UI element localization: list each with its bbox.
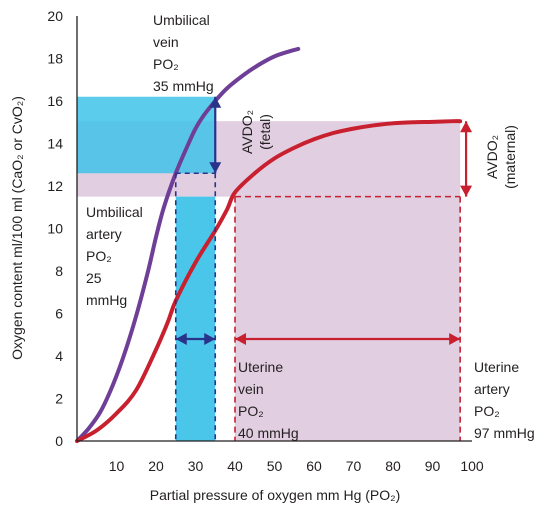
umbilical-artery-label-line: Umbilical (86, 204, 143, 220)
tick-labels: 0 2 4 6 8 10 12 14 16 18 20 10 20 30 40 50 60 70 80 90 100 (47, 8, 483, 474)
maternal-box (235, 196, 461, 441)
umbilical-artery-label-line: mmHg (86, 292, 127, 308)
x-tick-label: 20 (148, 458, 164, 474)
y-tick-label: 12 (47, 178, 63, 194)
fetal-po2-arrow-head-start (175, 333, 187, 345)
umbilical-vein-label-line: PO₂ (153, 56, 179, 72)
guide-lines (174, 172, 461, 441)
uterine-vein-label-line: vein (238, 381, 264, 397)
x-tick-label: 10 (109, 458, 125, 474)
avdo-fetal-arrow-head-start (209, 96, 222, 108)
annotation-labels: Umbilical vein PO₂ 35 mmHg Umbilical artery PO… (86, 12, 535, 441)
arrows (175, 96, 473, 345)
avdo-maternal-label: AVDO₂ (maternal) (484, 125, 518, 189)
avdo-fetal-arrow-head-end (209, 162, 222, 174)
x-tick-label: 60 (306, 458, 322, 474)
avdo-fetal-label-line: AVDO₂ (239, 110, 255, 154)
avdo-maternal-arrow-head-end (460, 185, 473, 197)
uterine-artery-label-line: Uterine (474, 359, 519, 375)
umbilical-vein-label-line: 35 mmHg (153, 78, 214, 94)
uterine-artery-label-line: artery (474, 381, 510, 397)
avdo-fetal-label: AVDO₂ (fetal) (239, 110, 273, 154)
x-tick-label: 100 (460, 458, 484, 474)
uterine-vein-label-line: 40 mmHg (238, 425, 299, 441)
umbilical-artery-label-line: PO₂ (86, 248, 112, 264)
x-tick-label: 30 (188, 458, 204, 474)
curves (75, 46, 463, 443)
y-tick-label: 14 (47, 136, 63, 152)
uterine-artery-label-line: 97 mmHg (474, 425, 535, 441)
x-tick-label: 80 (385, 458, 401, 474)
series-line-2 (75, 119, 463, 443)
y-tick-label: 20 (47, 8, 63, 24)
x-tick-label: 40 (227, 458, 243, 474)
series-line-1 (75, 46, 301, 443)
umbilical-artery-label-line: 25 (86, 270, 102, 286)
umbilical-artery-label-line: artery (86, 226, 122, 242)
avdo-fetal-label-line: (fetal) (257, 114, 273, 150)
x-axis-title: Partial pressure of oxygen mm Hg (PO₂) (150, 487, 401, 503)
x-tick-label: 50 (267, 458, 283, 474)
shaded-regions (77, 96, 461, 441)
y-tick-label: 4 (55, 348, 63, 364)
fetal-po2-arrow-head-end (204, 333, 216, 345)
y-tick-label: 8 (55, 263, 63, 279)
axes (76, 16, 472, 442)
y-tick-label: 0 (55, 433, 63, 449)
y-axis-title: Oxygen content ml/100 ml (CaO₂ or CvO₂) (9, 96, 25, 360)
y-tick-label: 16 (47, 93, 63, 109)
maternal-po2-arrow-head-start (235, 333, 246, 345)
y-tick-label: 18 (47, 51, 63, 67)
avdo-maternal-label-line: (maternal) (502, 125, 518, 189)
umbilical-vein-label-line: Umbilical (153, 12, 210, 28)
x-tick-label: 90 (425, 458, 441, 474)
y-tick-label: 10 (47, 221, 63, 237)
maternal-po2-arrow-head-end (449, 333, 461, 345)
y-tick-label: 6 (55, 306, 63, 322)
avdo-maternal-label-line: AVDO₂ (484, 135, 500, 179)
avdo-maternal-arrow-head-start (460, 121, 473, 133)
fetal-box (175, 196, 216, 441)
uterine-artery-label-line: PO₂ (474, 403, 500, 419)
x-tick-label: 70 (346, 458, 362, 474)
uterine-vein-label-line: PO₂ (238, 403, 264, 419)
umbilical-vein-label-line: vein (153, 34, 179, 50)
uterine-vein-label-line: Uterine (238, 359, 283, 375)
y-tick-label: 2 (55, 391, 63, 407)
